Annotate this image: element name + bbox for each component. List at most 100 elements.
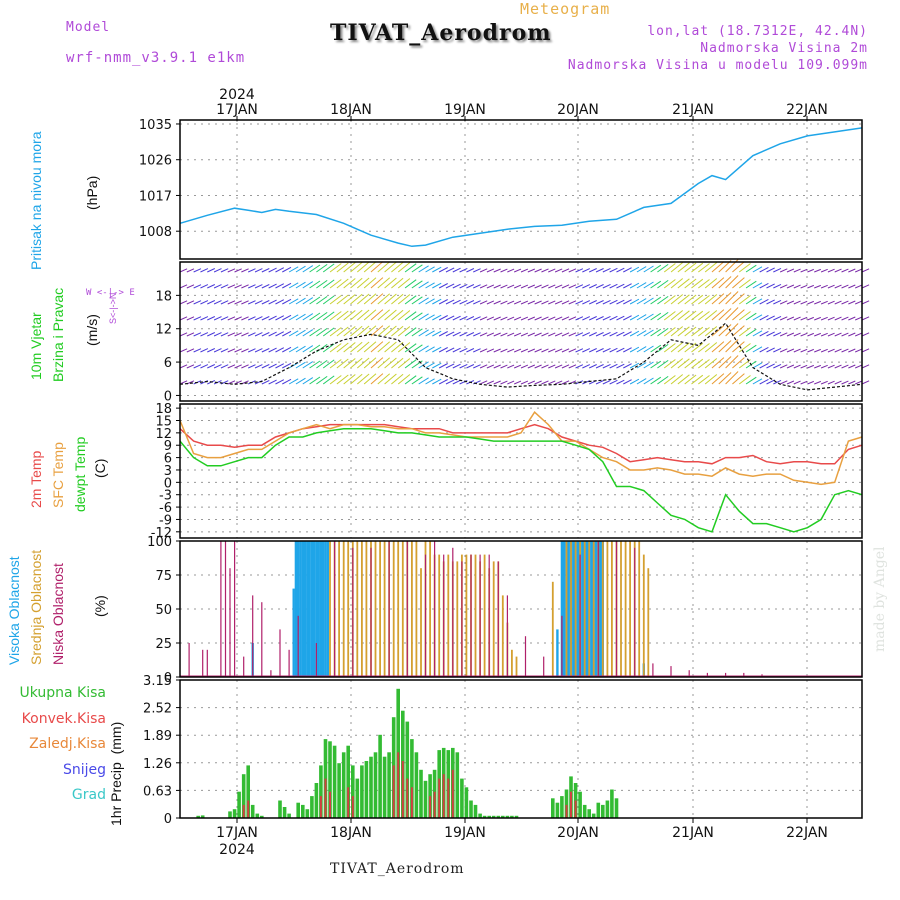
wind-barb-802: [861, 300, 870, 305]
wind-barb-362: [486, 300, 495, 305]
wind-barb-103: [261, 380, 270, 385]
wind-barb-627: [711, 309, 725, 321]
cloud-bar-1-41: [515, 656, 518, 677]
wind-barb-155: [309, 312, 321, 321]
wind-barb-692: [766, 331, 775, 337]
model-label: Model: [66, 20, 111, 35]
wind-barb-52: [220, 332, 229, 337]
wind-barb-217: [363, 277, 377, 289]
precip-bar-0-20: [328, 741, 332, 818]
wind-barb-117: [275, 347, 285, 353]
wind-barb-677: [752, 346, 763, 353]
wind-barb-702: [773, 363, 782, 369]
wind-barb-89: [254, 284, 263, 289]
cloud-ytick-3: 75: [155, 569, 172, 584]
cloud-bar-0-23: [572, 541, 575, 677]
wind-barb-533: [629, 346, 640, 353]
precip-bar-0-3: [232, 809, 237, 818]
cloud-bar-0-1: [292, 588, 295, 677]
bottom-day-label-5: 22JAN: [786, 825, 828, 841]
wind-barb-769: [834, 284, 842, 289]
wind-barb-477: [582, 348, 591, 353]
wind-barb-357: [479, 348, 488, 353]
wind-barb-656: [738, 263, 751, 273]
precip-bar-0-7: [250, 804, 255, 818]
wind-barb-743: [807, 380, 814, 385]
wind-barb-227: [370, 309, 384, 321]
wind-barb-194: [343, 294, 356, 305]
precip-bar-0-21: [332, 745, 337, 818]
cloud-bar-0-19: [563, 541, 566, 677]
wind-barb-718: [786, 364, 795, 369]
wind-barb-40: [213, 268, 222, 273]
wind-barb-780: [841, 332, 849, 337]
cloud-bar-2-20: [424, 554, 427, 677]
wind-barb-486: [588, 364, 597, 369]
wind-barb-88: [254, 268, 263, 273]
wind-barb-678: [752, 362, 763, 369]
wind-barb-252: [391, 325, 404, 337]
wind-barb-696: [773, 267, 782, 273]
wind-barb-53: [220, 348, 229, 353]
precip-bar-0-40: [419, 769, 423, 818]
wind-barb-554: [650, 296, 662, 305]
wind-barb-367: [486, 380, 495, 385]
wind-barb-713: [786, 284, 795, 289]
wind-barb-518: [616, 363, 625, 369]
wind-barb-292: [425, 330, 435, 337]
wind-barb-135: [288, 378, 299, 385]
wind-barb-345: [473, 284, 481, 289]
wind-barb-186: [336, 294, 349, 305]
wind-barb-304: [438, 267, 448, 273]
temperature-ytick-4: 0: [164, 476, 172, 491]
wind-barb-545: [643, 281, 654, 289]
wind-barb-399: [513, 380, 522, 385]
wind-barb-93: [254, 348, 263, 353]
wind-barb-226: [370, 293, 384, 305]
wind-barb-277: [411, 344, 423, 353]
wind-barb-505: [609, 283, 618, 289]
wind-barb-196: [343, 326, 356, 337]
wind-barb-310: [438, 363, 448, 369]
wind-barb-685: [759, 346, 769, 353]
cloud-bar-1-7: [361, 541, 363, 677]
wind-barb-147: [302, 313, 314, 321]
wind-barb-448: [561, 268, 570, 273]
wind-barb-96: [261, 268, 270, 273]
wind-barb-325: [452, 347, 461, 353]
cloud-bar-2-22: [443, 554, 445, 677]
wind-barb-82: [247, 300, 256, 305]
wind-barb-274: [411, 296, 423, 305]
cloud-bar-1-59: [638, 541, 641, 677]
wind-barb-309: [438, 347, 448, 353]
wind-barb-715: [786, 316, 795, 321]
wind-barb-149: [302, 345, 314, 353]
wind-barb-789: [848, 348, 856, 353]
precip-bar-1-10: [406, 778, 409, 818]
wind-barb-607: [691, 374, 704, 385]
wind-barb-78: [241, 364, 249, 369]
cloud-bar-0-7: [306, 541, 309, 677]
wind-barb-168: [322, 263, 335, 273]
wind-barb-332: [459, 331, 468, 337]
bottom-day-label-1: 18JAN: [330, 825, 372, 841]
wind-barb-144: [302, 265, 314, 273]
wind-barb-620: [704, 326, 718, 337]
wind-barb-285: [418, 345, 429, 353]
wind-barb-132: [288, 330, 299, 337]
wind-barb-263: [397, 374, 411, 385]
wind-barb-580: [670, 326, 684, 337]
wind-barb-62: [227, 364, 236, 369]
wind-barb-610: [698, 295, 710, 305]
wind-barb-534: [629, 362, 640, 369]
wind-barb-771: [834, 316, 842, 321]
wind-barb-676: [752, 330, 763, 337]
wind-barb-469: [575, 348, 584, 353]
wind-barb-231: [370, 373, 384, 385]
wind-barb-581: [670, 342, 684, 353]
wind-barb-143: [295, 377, 306, 385]
wind-barb-588: [677, 326, 690, 337]
wind-barb-464: [575, 268, 584, 273]
wind-barb-206: [350, 357, 363, 369]
cloud-bar-2-5: [229, 568, 231, 677]
